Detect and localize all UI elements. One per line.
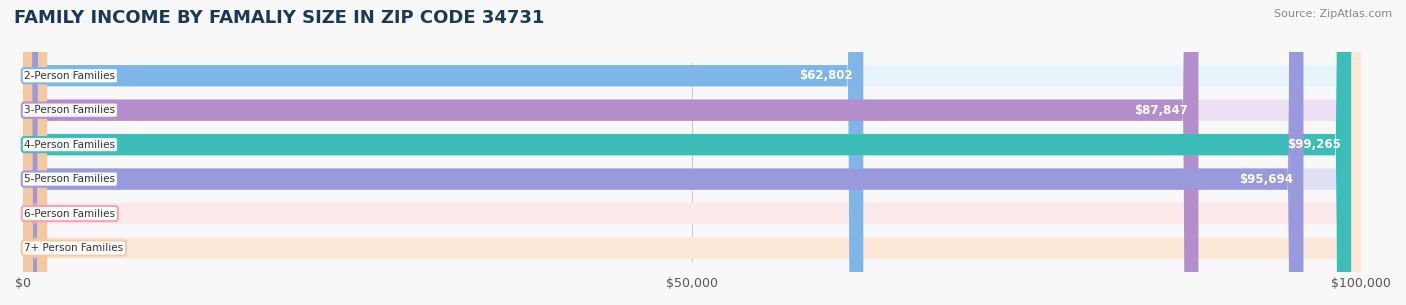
FancyBboxPatch shape	[22, 0, 1303, 305]
Text: 4-Person Families: 4-Person Families	[24, 140, 115, 150]
FancyBboxPatch shape	[22, 0, 1198, 305]
FancyBboxPatch shape	[22, 0, 1361, 305]
Text: Source: ZipAtlas.com: Source: ZipAtlas.com	[1274, 9, 1392, 19]
Text: $0: $0	[56, 242, 73, 254]
Text: 7+ Person Families: 7+ Person Families	[24, 243, 124, 253]
Text: FAMILY INCOME BY FAMALIY SIZE IN ZIP CODE 34731: FAMILY INCOME BY FAMALIY SIZE IN ZIP COD…	[14, 9, 544, 27]
Text: $62,802: $62,802	[799, 69, 852, 82]
FancyBboxPatch shape	[22, 0, 863, 305]
Text: $0: $0	[56, 207, 73, 220]
Text: 2-Person Families: 2-Person Families	[24, 71, 115, 81]
Text: $99,265: $99,265	[1286, 138, 1340, 151]
FancyBboxPatch shape	[22, 0, 1351, 305]
FancyBboxPatch shape	[22, 0, 1361, 305]
Text: $95,694: $95,694	[1239, 173, 1292, 186]
FancyBboxPatch shape	[22, 0, 1361, 305]
Text: 6-Person Families: 6-Person Families	[24, 209, 115, 219]
Text: 5-Person Families: 5-Person Families	[24, 174, 115, 184]
FancyBboxPatch shape	[22, 0, 1361, 305]
Text: 3-Person Families: 3-Person Families	[24, 105, 115, 115]
FancyBboxPatch shape	[22, 0, 46, 305]
Text: $87,847: $87,847	[1135, 104, 1188, 117]
FancyBboxPatch shape	[22, 0, 1361, 305]
FancyBboxPatch shape	[22, 0, 46, 305]
FancyBboxPatch shape	[22, 0, 1361, 305]
